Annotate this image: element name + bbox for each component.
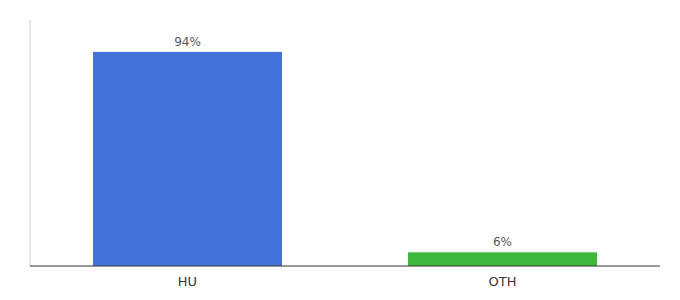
chart-container: HU OTH 94% 6% bbox=[0, 0, 680, 300]
chart-svg: HU OTH 94% 6% bbox=[0, 0, 680, 300]
bar bbox=[93, 52, 282, 266]
x-axis-line bbox=[30, 266, 660, 267]
data-label: 6% bbox=[493, 235, 512, 249]
y-axis-line bbox=[30, 20, 31, 266]
x-tick-label: HU bbox=[178, 274, 197, 289]
bars bbox=[93, 52, 597, 266]
data-label: 94% bbox=[174, 35, 201, 49]
x-tick-label: OTH bbox=[489, 274, 517, 289]
bar bbox=[408, 252, 597, 266]
